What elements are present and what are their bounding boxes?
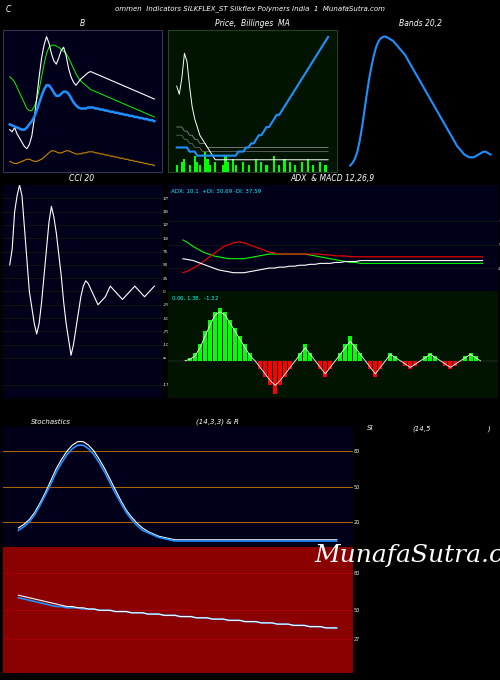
Text: $0.06,  $1.38,  -1.32: $0.06, $1.38, -1.32: [172, 294, 220, 301]
Bar: [242, 163, 244, 172]
Bar: [232, 159, 234, 172]
Bar: [434, 356, 438, 361]
Bar: [181, 163, 183, 172]
Bar: [320, 163, 322, 172]
Text: B: B: [80, 19, 84, 28]
Text: C: C: [6, 5, 12, 14]
Bar: [308, 353, 312, 361]
Bar: [222, 165, 224, 172]
Bar: [368, 361, 372, 369]
Bar: [206, 159, 208, 172]
Text: ADX: 10.1  +DI: 30.69 -DI: 37.59: ADX: 10.1 +DI: 30.69 -DI: 37.59: [172, 189, 262, 194]
Bar: [374, 361, 378, 377]
Text: ommen  Indicators SILKFLEX_ST Silkflex Polymers India  1  MunafaSutra.com: ommen Indicators SILKFLEX_ST Silkflex Po…: [115, 5, 385, 12]
Bar: [193, 353, 197, 361]
Bar: [454, 361, 458, 366]
Bar: [312, 165, 314, 172]
Bar: [248, 165, 250, 172]
Bar: [283, 361, 287, 377]
Bar: [328, 361, 332, 369]
Bar: [408, 361, 412, 369]
Bar: [209, 165, 211, 172]
Bar: [238, 337, 242, 361]
Bar: [388, 353, 392, 361]
Text: Bands 20,2: Bands 20,2: [399, 19, 442, 28]
Bar: [468, 353, 472, 361]
Bar: [203, 331, 207, 361]
Bar: [228, 320, 232, 361]
Bar: [378, 361, 382, 369]
Bar: [234, 165, 237, 172]
Bar: [354, 345, 358, 361]
Bar: [294, 165, 296, 172]
Bar: [218, 309, 222, 361]
Text: CCI 20: CCI 20: [70, 174, 94, 183]
Text: MunafaSutra.com: MunafaSutra.com: [315, 545, 500, 567]
Bar: [324, 361, 328, 377]
Bar: [176, 165, 178, 172]
Bar: [303, 345, 307, 361]
Bar: [338, 353, 342, 361]
Bar: [306, 159, 308, 172]
Text: Stochastics: Stochastics: [31, 419, 71, 425]
Bar: [424, 356, 428, 361]
Bar: [223, 311, 227, 361]
Bar: [188, 358, 192, 361]
Bar: [404, 361, 407, 366]
Bar: [318, 361, 322, 369]
Bar: [394, 356, 398, 361]
Bar: [243, 345, 247, 361]
Bar: [324, 165, 326, 172]
Bar: [278, 165, 280, 172]
Bar: [348, 337, 352, 361]
Bar: [255, 159, 258, 172]
Bar: [188, 165, 190, 172]
Bar: [273, 156, 275, 172]
Bar: [184, 159, 186, 172]
Bar: [448, 361, 452, 369]
Bar: [414, 361, 418, 366]
Bar: [428, 353, 432, 361]
Bar: [248, 353, 252, 361]
Bar: [233, 328, 237, 361]
Bar: [444, 361, 448, 366]
Bar: [298, 353, 302, 361]
Bar: [302, 163, 304, 172]
Bar: [258, 361, 262, 369]
Bar: [260, 163, 262, 172]
Bar: [208, 320, 212, 361]
Text: Price,  Billinges  MA: Price, Billinges MA: [215, 19, 290, 28]
Bar: [224, 156, 226, 172]
Bar: [214, 163, 216, 172]
Bar: [196, 163, 198, 172]
Bar: [284, 159, 286, 172]
Bar: [288, 163, 290, 172]
Bar: [199, 165, 201, 172]
Bar: [198, 345, 202, 361]
Bar: [344, 345, 347, 361]
Bar: [474, 356, 478, 361]
Bar: [227, 163, 229, 172]
Bar: [358, 353, 362, 361]
Bar: [278, 361, 282, 386]
Text: (14,3,3) & R: (14,3,3) & R: [196, 419, 238, 425]
Bar: [194, 156, 196, 172]
Text: ): ): [488, 425, 490, 432]
Text: (14,5: (14,5: [412, 425, 431, 432]
Bar: [266, 165, 268, 172]
Bar: [288, 361, 292, 369]
Bar: [204, 152, 206, 172]
Bar: [464, 356, 468, 361]
Text: SI: SI: [367, 426, 374, 431]
Bar: [273, 361, 277, 394]
Text: ADX  & MACD 12,26,9: ADX & MACD 12,26,9: [290, 174, 375, 183]
Bar: [263, 361, 267, 377]
Bar: [213, 311, 217, 361]
Bar: [268, 361, 272, 386]
